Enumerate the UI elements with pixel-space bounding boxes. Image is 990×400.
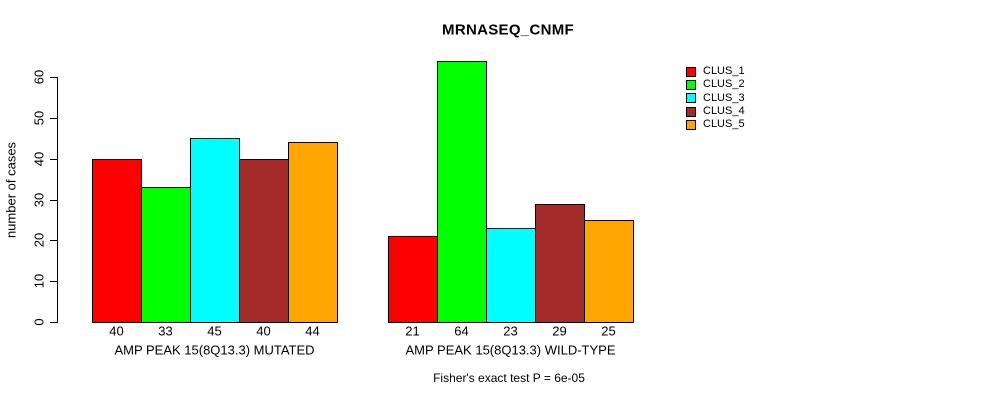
- y-axis-tick-label: 0: [31, 318, 47, 326]
- legend-label: CLUS_3: [703, 91, 745, 104]
- bar-value-label: 40: [109, 323, 124, 339]
- bar-value-label: 40: [256, 323, 271, 339]
- legend-swatch-clus_4: [686, 106, 696, 117]
- chart-title: MRNASEQ_CNMF: [442, 21, 574, 39]
- bar-clus_3-group2: [486, 228, 536, 323]
- bar-clus_4-group1: [239, 159, 289, 323]
- y-axis-label: number of cases: [3, 141, 19, 239]
- legend-swatch-clus_1: [686, 66, 696, 77]
- legend-swatch-clus_2: [686, 79, 696, 90]
- legend-swatch-clus_3: [686, 93, 696, 104]
- bar-value-label: 29: [552, 323, 567, 339]
- fisher-test-annotation: Fisher's exact test P = 6e-05: [433, 371, 585, 385]
- legend-swatch-clus_5: [686, 119, 696, 130]
- y-axis-tick-label: 60: [31, 69, 47, 85]
- bar-value-label: 64: [454, 323, 469, 339]
- y-axis-tick-label: 30: [31, 192, 47, 208]
- y-axis-tick-label: 10: [31, 273, 47, 289]
- bar-clus_2-group2: [437, 61, 487, 323]
- y-axis-line: [57, 77, 58, 323]
- bar-value-label: 33: [158, 323, 173, 339]
- y-axis-tick: [50, 200, 57, 201]
- bar-value-label: 45: [207, 323, 222, 339]
- bar-clus_3-group1: [190, 138, 240, 323]
- bar-value-label: 44: [305, 323, 320, 339]
- bar-clus_5-group2: [584, 220, 634, 323]
- bar-clus_4-group2: [535, 204, 585, 323]
- y-axis-tick: [50, 240, 57, 241]
- bar-clus_5-group1: [288, 142, 338, 323]
- y-axis-tick-label: 20: [31, 232, 47, 248]
- legend-label: CLUS_5: [703, 118, 745, 131]
- legend-label: CLUS_1: [703, 65, 745, 78]
- y-axis-tick: [50, 159, 57, 160]
- y-axis-tick-label: 40: [31, 151, 47, 167]
- bar-clus_1-group2: [388, 236, 438, 323]
- y-axis-tick: [50, 322, 57, 323]
- legend-item-clus_1: CLUS_1: [686, 65, 745, 78]
- legend-label: CLUS_2: [703, 78, 745, 91]
- y-axis-tick: [50, 281, 57, 282]
- legend-item-clus_2: CLUS_2: [686, 78, 745, 91]
- y-axis-tick: [50, 118, 57, 119]
- legend-item-clus_4: CLUS_4: [686, 105, 745, 118]
- group-label-2: AMP PEAK 15(8Q13.3) WILD-TYPE: [405, 342, 616, 358]
- group-label-1: AMP PEAK 15(8Q13.3) MUTATED: [114, 342, 315, 358]
- bar-value-label: 21: [405, 323, 420, 339]
- bar-value-label: 23: [503, 323, 518, 339]
- y-axis-tick: [50, 77, 57, 78]
- bar-clus_2-group1: [141, 187, 191, 323]
- bar-clus_1-group1: [92, 159, 142, 323]
- y-axis-tick-label: 50: [31, 110, 47, 126]
- legend-item-clus_3: CLUS_3: [686, 92, 745, 105]
- legend-item-clus_5: CLUS_5: [686, 118, 745, 131]
- legend-label: CLUS_4: [703, 105, 745, 118]
- bar-value-label: 25: [601, 323, 616, 339]
- legend: CLUS_1 CLUS_2 CLUS_3 CLUS_4 CLUS_5: [686, 65, 745, 131]
